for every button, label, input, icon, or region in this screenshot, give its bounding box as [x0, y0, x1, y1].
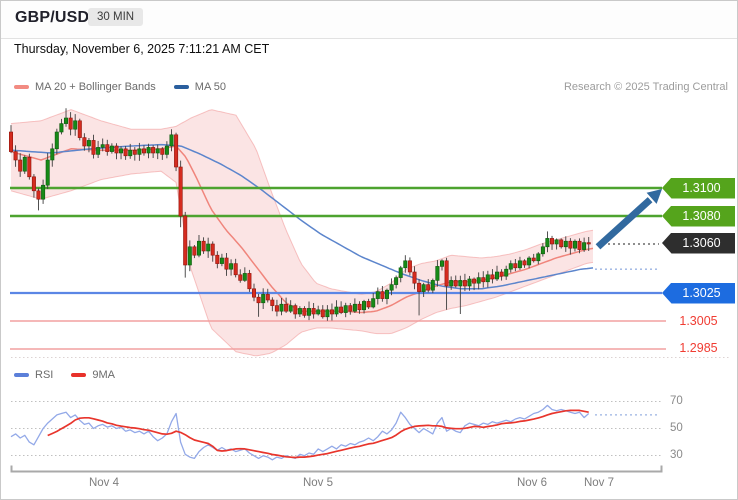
legend-item-ma50: MA 50 [173, 81, 226, 93]
ma20-legend-swatch [14, 85, 29, 89]
price-badge: 1.3060 [662, 232, 735, 254]
price-badge: 1.3100 [662, 177, 735, 199]
rsi-legend: RSI 9MA [14, 369, 115, 381]
ma50-legend-label: MA 50 [194, 81, 226, 93]
header-bar: GBP/USD 30 MIN [1, 1, 737, 39]
rsi-legend-swatch [14, 373, 29, 377]
ma50-legend-swatch [173, 85, 189, 89]
ma20-legend-label: MA 20 + Bollinger Bands [35, 81, 156, 93]
rsi-legend-label: RSI [35, 369, 54, 381]
legend-item-ma20-bollinger: MA 20 + Bollinger Bands [14, 81, 156, 93]
attribution-text: Research © 2025 Trading Central [563, 81, 728, 93]
price-level-label: 1.3005 [679, 314, 718, 328]
price-badge: 1.3025 [662, 282, 735, 304]
projection-lines [595, 243, 660, 270]
time-axis-label: Nov 6 [516, 477, 548, 489]
legend-item-9ma: 9MA [71, 369, 115, 381]
price-badge: 1.3080 [662, 205, 735, 227]
time-axis-label: Nov 4 [88, 477, 120, 489]
instrument-title: GBP/USD [15, 9, 90, 26]
rsi-scale-label: 50 [670, 421, 683, 434]
price-level-label: 1.2985 [679, 341, 718, 355]
rsi-pane [10, 357, 731, 461]
legend-item-rsi: RSI [14, 369, 53, 381]
timeframe-badge: 30 MIN [88, 8, 144, 26]
candles [9, 108, 591, 321]
bollinger-band [10, 109, 594, 357]
price-levels [10, 186, 666, 350]
time-axis-label: Nov 7 [583, 477, 615, 489]
rsi-scale-label: 70 [670, 394, 683, 407]
time-axis-label: Nov 5 [302, 477, 334, 489]
rsi-9ma-legend-swatch [71, 373, 87, 377]
chart-date: Thursday, November 6, 2025 7:11:21 AM CE… [14, 42, 270, 56]
time-axis [10, 465, 663, 473]
forecast-arrow [595, 189, 662, 250]
rsi-scale-label: 30 [670, 448, 683, 461]
main-legend: MA 20 + Bollinger Bands MA 50 [14, 81, 226, 93]
rsi-9ma-legend-label: 9MA [92, 369, 115, 381]
